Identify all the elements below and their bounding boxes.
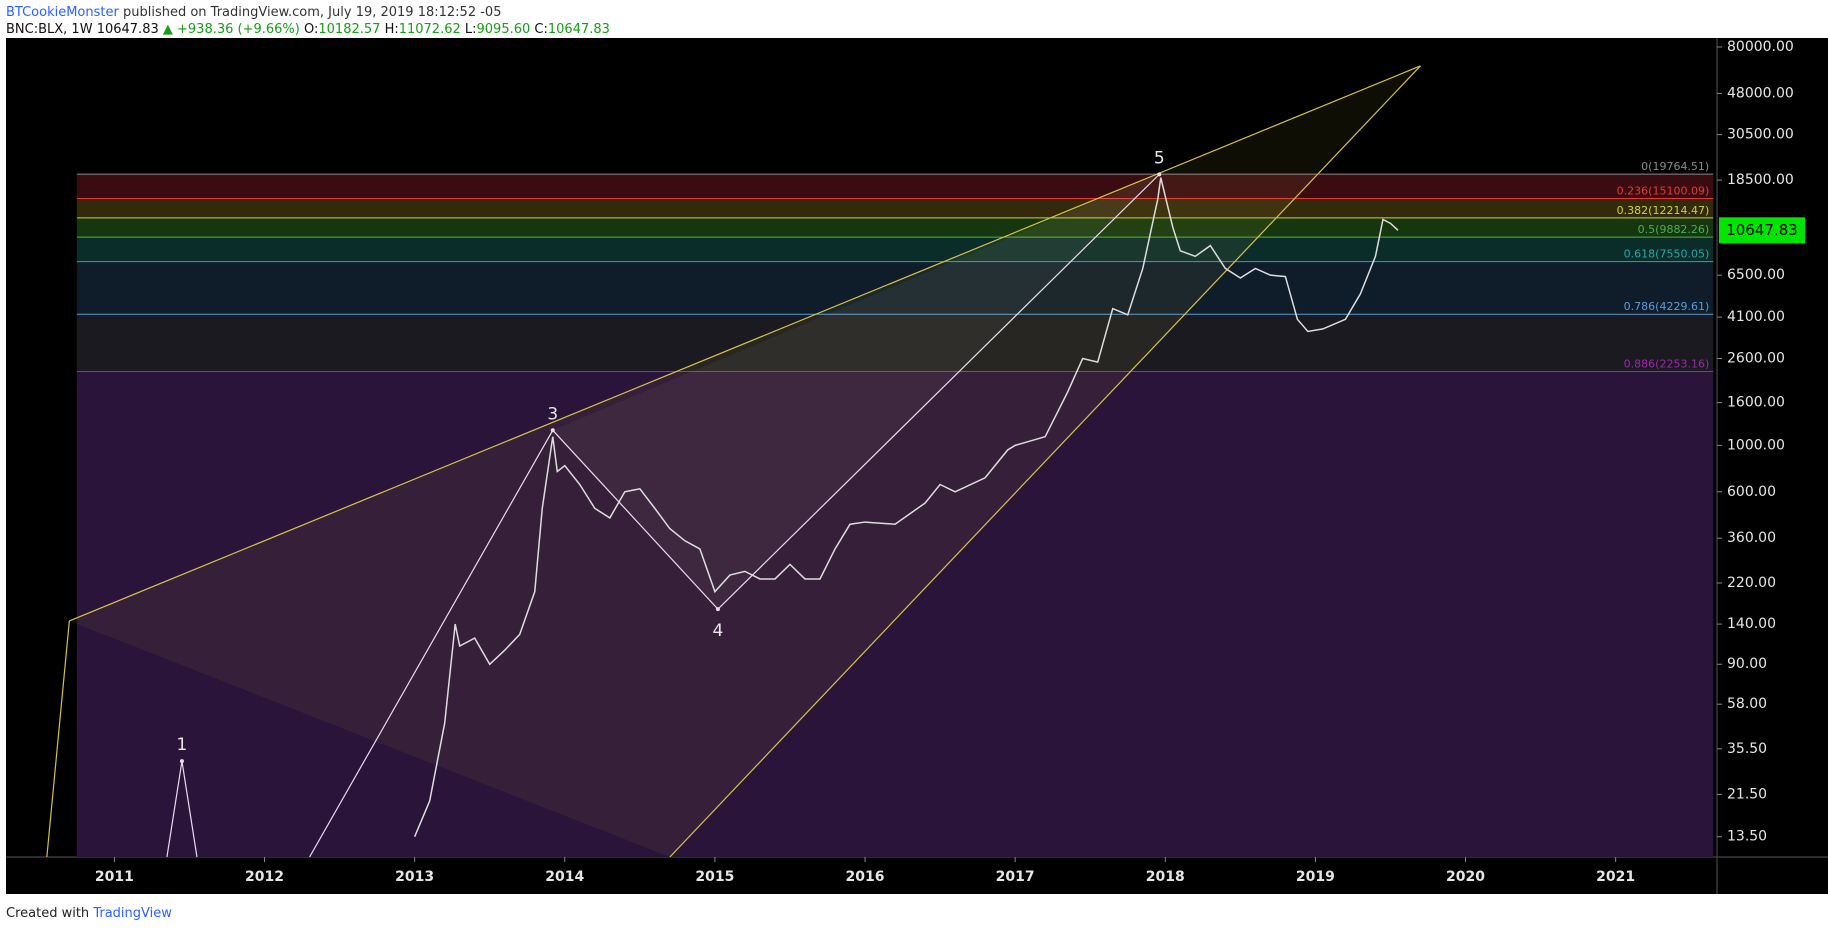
x-tick-label: 2012 <box>245 869 284 885</box>
x-tick-label: 2014 <box>545 869 584 885</box>
current-price-box <box>1719 217 1805 244</box>
author[interactable]: BTCookieMonster <box>6 5 119 20</box>
wave-point <box>1157 172 1162 177</box>
y-tick-label: 6500.00 <box>1727 267 1785 283</box>
fib-label: 0.5(9882.26) <box>1638 223 1710 236</box>
x-tick-label: 2018 <box>1146 869 1185 885</box>
fib-zone <box>76 198 1714 218</box>
y-tick-label: 140.00 <box>1727 616 1776 632</box>
wave-point <box>715 607 720 612</box>
x-tick-label: 2021 <box>1596 869 1635 885</box>
wave-fill <box>552 174 1160 610</box>
x-tick-label: 2019 <box>1296 869 1335 885</box>
fib-label: 0.382(12214.47) <box>1617 204 1710 217</box>
h-key: H: <box>385 22 399 37</box>
y-tick-label: 90.00 <box>1727 656 1767 672</box>
channel-line <box>46 620 70 857</box>
y-tick-label: 360.00 <box>1727 530 1776 546</box>
y-tick-label: 220.00 <box>1727 575 1776 591</box>
c-val: 10647.83 <box>548 22 610 37</box>
fib-label: 0(19764.51) <box>1641 160 1709 173</box>
wave-label: 1 <box>177 735 188 755</box>
x-tick-label: 2017 <box>996 869 1035 885</box>
fib-zone <box>76 217 1714 238</box>
price-line <box>413 177 1399 838</box>
y-tick-label: 18500.00 <box>1727 172 1794 188</box>
y-tick-label: 4100.00 <box>1727 309 1785 325</box>
c-key: C: <box>534 22 547 37</box>
current-price-label: 10647.83 <box>1726 221 1798 239</box>
y-tick-label: 600.00 <box>1727 484 1776 500</box>
fib-zone <box>76 314 1714 372</box>
fib-label: 0.886(2253.16) <box>1624 357 1710 370</box>
created: Created with <box>6 906 89 921</box>
y-tick-label: 48000.00 <box>1727 85 1794 101</box>
wave-point <box>179 759 184 764</box>
channel-fill <box>69 65 1421 857</box>
fib-zone <box>76 174 1714 199</box>
wave-point <box>550 428 555 433</box>
y-tick-label: 2600.00 <box>1727 350 1785 366</box>
plot <box>46 65 1714 857</box>
symbol: BNC:BLX, 1W <box>6 22 93 37</box>
x-tick-label: 2011 <box>95 869 134 885</box>
y-tick-label: 58.00 <box>1727 696 1767 712</box>
l-val: 9095.60 <box>477 22 531 37</box>
x-tick-label: 2013 <box>395 869 434 885</box>
o-key: O: <box>304 22 318 37</box>
last: 10647.83 <box>97 22 159 37</box>
y-tick-label: 21.50 <box>1727 786 1767 802</box>
y-tick-label: 1600.00 <box>1727 395 1785 411</box>
y-tick-label: 30500.00 <box>1727 127 1794 143</box>
fib-label: 0.786(4229.61) <box>1624 300 1710 313</box>
x-tick-label: 2016 <box>846 869 885 885</box>
brand[interactable]: TradingView <box>92 906 172 921</box>
change: ▲ +938.36 (+9.66%) <box>163 22 300 37</box>
wave-label: 5 <box>1154 148 1165 168</box>
x-tick-label: 2015 <box>695 869 734 885</box>
channel-line <box>669 65 1421 857</box>
y-tick-label: 80000.00 <box>1727 39 1794 55</box>
footer: Created with TradingView <box>6 906 172 921</box>
channel-line <box>69 65 1421 622</box>
fib-zone <box>76 371 1714 857</box>
y-tick-label: 35.50 <box>1727 741 1767 757</box>
header-line: BTCookieMonster published on TradingView… <box>6 5 501 20</box>
fib-zone <box>76 261 1714 315</box>
o-val: 10182.57 <box>318 22 380 37</box>
h-val: 11072.62 <box>399 22 461 37</box>
y-tick-label: 13.50 <box>1727 829 1767 845</box>
wave-label: 3 <box>547 404 558 424</box>
x-tick-label: 2020 <box>1446 869 1485 885</box>
wave-label: 4 <box>712 621 723 641</box>
symbol-line: BNC:BLX, 1W 10647.83 ▲ +938.36 (+9.66%) … <box>6 22 610 37</box>
wave-line <box>309 173 1160 857</box>
l-key: L: <box>465 22 477 37</box>
fib-zone <box>76 237 1714 262</box>
fib-label: 0.236(15100.09) <box>1617 185 1710 198</box>
published: published on TradingView.com, July 19, 2… <box>119 5 502 20</box>
fib-label: 0.618(7550.05) <box>1624 248 1710 261</box>
y-tick-label: 1000.00 <box>1727 437 1785 453</box>
